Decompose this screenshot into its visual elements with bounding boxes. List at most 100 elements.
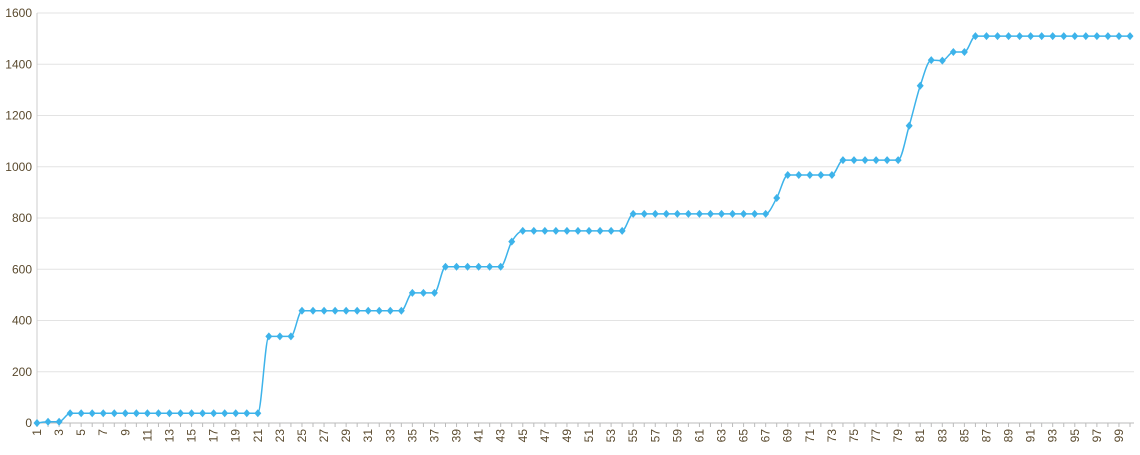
x-tick-label: 31 xyxy=(361,429,375,443)
marker xyxy=(960,47,968,56)
marker xyxy=(199,409,207,418)
marker xyxy=(132,409,140,418)
x-tick-label: 87 xyxy=(979,429,993,443)
y-tick-label: 1600 xyxy=(5,6,32,20)
marker xyxy=(320,306,328,315)
marker xyxy=(386,306,394,315)
marker xyxy=(563,226,571,235)
marker xyxy=(486,262,494,271)
marker xyxy=(762,209,770,218)
x-tick-label: 57 xyxy=(648,429,662,443)
x-tick-label: 1 xyxy=(30,429,44,436)
marker xyxy=(419,288,427,297)
marker xyxy=(740,209,748,218)
x-tick-label: 97 xyxy=(1090,429,1104,443)
x-tick-label: 75 xyxy=(847,429,861,443)
marker xyxy=(718,209,726,218)
marker xyxy=(927,56,935,65)
marker xyxy=(784,170,792,179)
marker xyxy=(265,332,273,341)
marker xyxy=(651,209,659,218)
x-tick-label: 23 xyxy=(273,429,287,443)
x-tick-label: 69 xyxy=(781,429,795,443)
x-tick-label: 99 xyxy=(1112,429,1126,443)
marker xyxy=(55,417,63,426)
marker xyxy=(541,226,549,235)
marker xyxy=(1049,32,1057,41)
marker xyxy=(982,32,990,41)
series-line xyxy=(36,35,1130,424)
marker xyxy=(33,419,41,427)
x-tick-label: 11 xyxy=(140,429,154,442)
marker xyxy=(706,209,714,218)
marker xyxy=(66,409,74,418)
marker xyxy=(552,226,560,235)
marker xyxy=(684,209,692,218)
marker xyxy=(596,226,604,235)
marker xyxy=(497,262,505,271)
x-tick-label: 15 xyxy=(185,429,199,443)
marker xyxy=(88,409,96,418)
marker xyxy=(430,288,438,297)
marker xyxy=(165,409,173,418)
marker xyxy=(99,409,107,418)
marker xyxy=(905,121,913,130)
y-tick-label: 400 xyxy=(12,314,32,328)
x-tick-label: 43 xyxy=(494,429,508,443)
x-tick-label: 17 xyxy=(207,429,221,443)
marker xyxy=(143,409,151,418)
x-tick-label: 81 xyxy=(913,429,927,443)
marker xyxy=(77,409,85,418)
x-tick-label: 91 xyxy=(1024,429,1038,443)
marker xyxy=(872,156,880,165)
marker xyxy=(530,226,538,235)
x-tick-label: 5 xyxy=(74,429,88,436)
x-tick-label: 95 xyxy=(1068,429,1082,443)
marker xyxy=(254,409,262,418)
marker xyxy=(828,170,836,179)
marker xyxy=(1027,32,1035,41)
marker xyxy=(177,409,185,418)
marker xyxy=(894,156,902,165)
marker xyxy=(276,332,284,341)
marker xyxy=(375,306,383,315)
marker xyxy=(883,156,891,165)
x-tick-label: 39 xyxy=(450,429,464,443)
marker xyxy=(1126,32,1134,41)
marker xyxy=(364,306,372,315)
x-tick-label: 29 xyxy=(339,429,353,443)
x-tick-label: 55 xyxy=(626,429,640,443)
marker xyxy=(817,170,825,179)
x-tick-label: 3 xyxy=(52,429,66,436)
x-tick-label: 27 xyxy=(317,429,331,443)
marker xyxy=(994,32,1002,41)
marker xyxy=(574,226,582,235)
x-tick-label: 65 xyxy=(737,429,751,443)
x-tick-label: 73 xyxy=(825,429,839,443)
marker xyxy=(1071,32,1079,41)
x-tick-label: 59 xyxy=(670,429,684,443)
marker xyxy=(188,409,196,418)
x-tick-label: 93 xyxy=(1046,429,1060,443)
marker xyxy=(298,306,306,315)
y-tick-label: 1400 xyxy=(5,57,32,71)
marker xyxy=(154,409,162,418)
marker xyxy=(475,262,483,271)
x-tick-label: 7 xyxy=(96,429,110,436)
marker xyxy=(773,194,781,203)
x-tick-label: 25 xyxy=(295,429,309,443)
x-tick-label: 63 xyxy=(715,429,729,443)
marker xyxy=(331,306,339,315)
y-tick-label: 600 xyxy=(12,262,32,276)
marker xyxy=(795,170,803,179)
marker xyxy=(287,332,295,341)
marker xyxy=(243,409,251,418)
marker xyxy=(464,262,472,271)
marker xyxy=(408,288,416,297)
x-tick-label: 19 xyxy=(229,429,243,443)
marker xyxy=(916,81,924,90)
x-tick-label: 47 xyxy=(538,429,552,443)
x-tick-label: 83 xyxy=(935,429,949,443)
marker xyxy=(729,209,737,218)
